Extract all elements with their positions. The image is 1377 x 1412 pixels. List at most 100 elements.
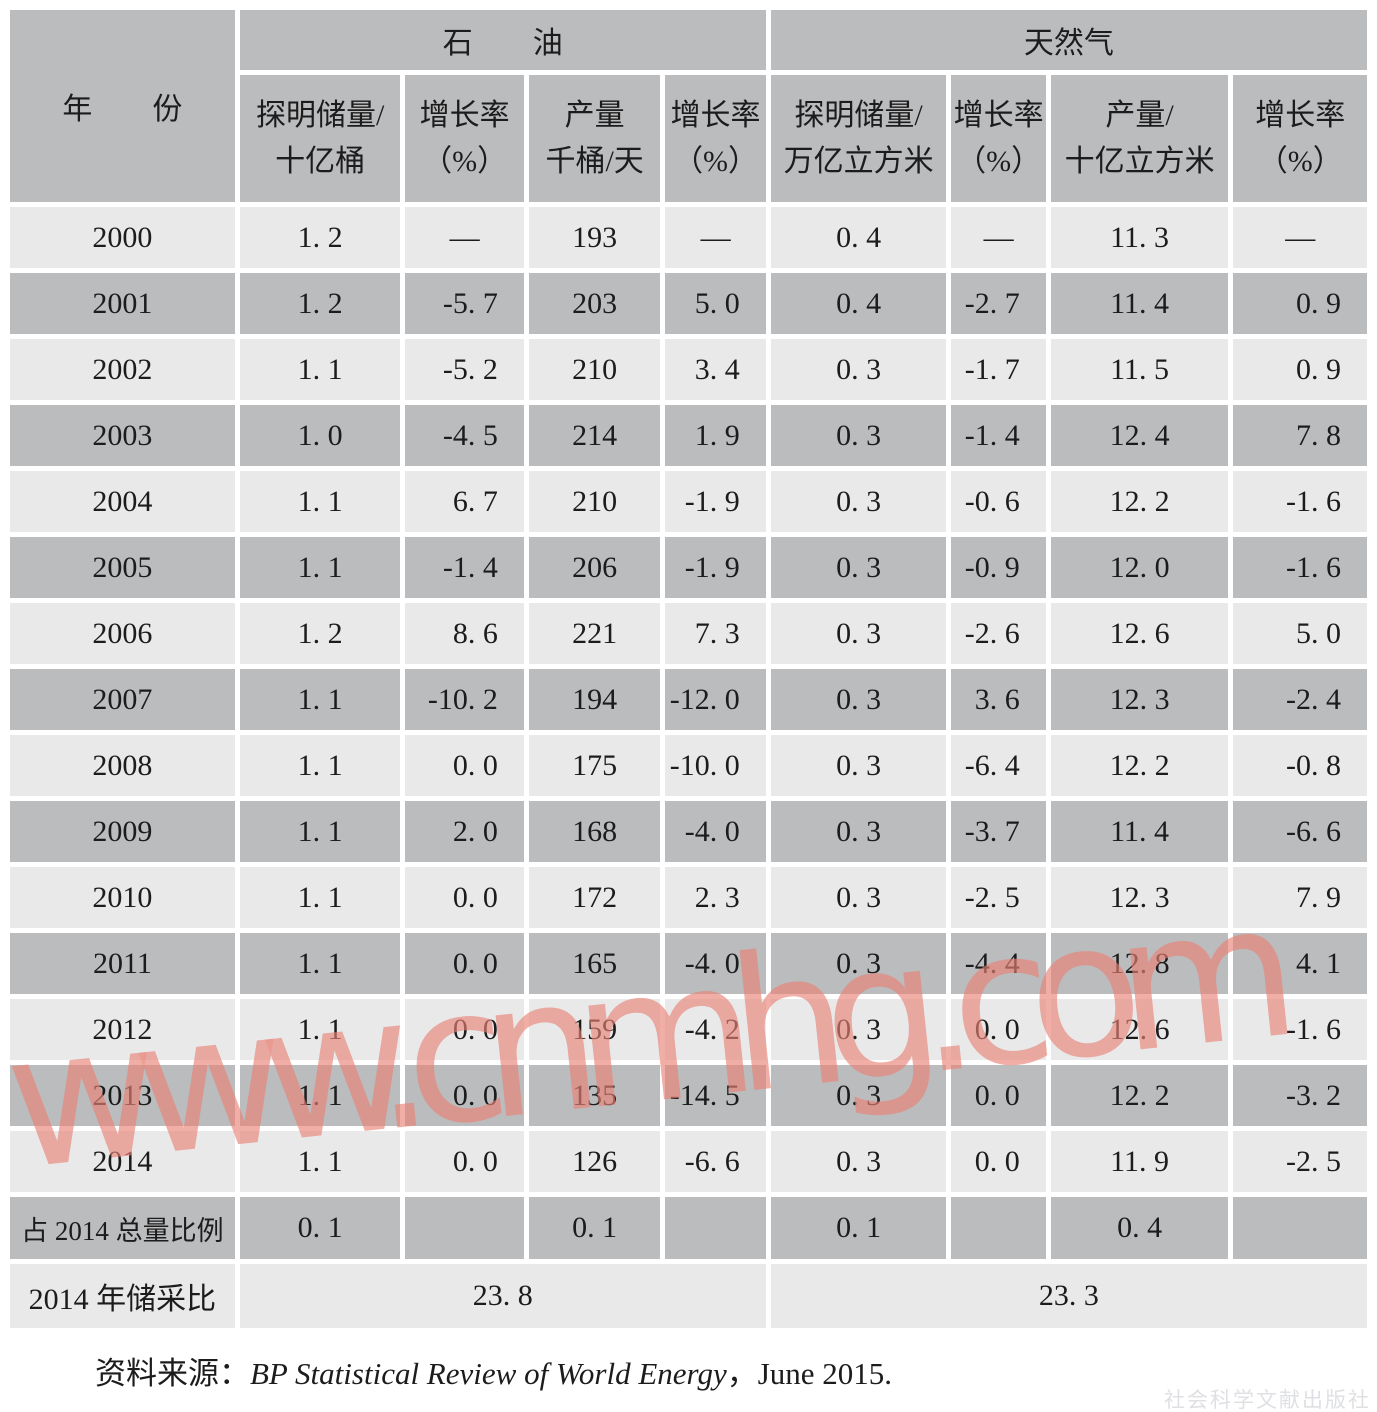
year-cell: 2001 <box>10 273 235 334</box>
table-row: 2006 1. 2 8. 6 221 7. 3 0. 3 -2. 6 12. 6 5. 0 <box>10 603 1367 664</box>
share-value-cell: 0. 1 <box>528 1197 661 1259</box>
data-cell: 193 <box>528 207 661 268</box>
table-header: 年 份 石 油 天然气 探明储量/十亿桶 增长率 （%） 产量 千桶/天 增长率 （%） 探明… <box>10 10 1367 202</box>
data-cell: 11. 9 <box>1050 1131 1229 1192</box>
data-cell: 0. 0 <box>405 735 524 796</box>
data-cell: 0. 0 <box>405 933 524 994</box>
data-cell: -1. 6 <box>1233 999 1367 1060</box>
data-cell: -0. 6 <box>951 471 1046 532</box>
data-cell: -2. 5 <box>1233 1131 1367 1192</box>
data-cell: 1. 2 <box>239 603 401 664</box>
data-cell: -6. 6 <box>665 1131 766 1192</box>
header-line: 增长率 <box>953 98 1044 132</box>
header-line: （%） <box>956 144 1042 178</box>
sub-column-header-6: 增长率 （%） <box>951 75 1046 202</box>
ratio-row-label: 2014 年储采比 <box>10 1264 235 1328</box>
data-cell: — <box>405 207 524 268</box>
data-cell: 12. 4 <box>1050 405 1229 466</box>
data-cell: 1. 1 <box>239 801 401 862</box>
data-cell: 194 <box>528 669 661 730</box>
share-value-cell: 0. 1 <box>770 1197 947 1259</box>
year-column-header: 年 份 <box>10 10 235 202</box>
data-cell: 12. 8 <box>1050 933 1229 994</box>
data-cell: 11. 4 <box>1050 801 1229 862</box>
data-cell: -6. 4 <box>951 735 1046 796</box>
data-cell: 11. 3 <box>1050 207 1229 268</box>
table-row: 2003 1. 0 -4. 5 214 1. 9 0. 3 -1. 4 12. 4 7. 8 <box>10 405 1367 466</box>
data-cell: 1. 2 <box>239 207 401 268</box>
year-cell: 2009 <box>10 801 235 862</box>
data-cell: 4. 1 <box>1233 933 1367 994</box>
data-cell: 0. 3 <box>770 1131 947 1192</box>
year-cell: 2010 <box>10 867 235 928</box>
data-cell: -4. 0 <box>665 801 766 862</box>
data-cell: 159 <box>528 999 661 1060</box>
share-value-cell <box>1233 1197 1367 1259</box>
data-cell: -2. 5 <box>951 867 1046 928</box>
year-cell: 2013 <box>10 1065 235 1126</box>
year-cell: 2008 <box>10 735 235 796</box>
table-row: 2000 1. 2—193—0. 4—11. 3— <box>10 207 1367 268</box>
data-cell: 12. 2 <box>1050 735 1229 796</box>
share-value-cell <box>405 1197 524 1259</box>
data-cell: 0. 3 <box>770 867 947 928</box>
data-cell: 0. 0 <box>951 1131 1046 1192</box>
data-cell: 1. 1 <box>239 999 401 1060</box>
data-cell: 5. 0 <box>1233 603 1367 664</box>
year-cell: 2014 <box>10 1131 235 1192</box>
data-cell: -0. 8 <box>1233 735 1367 796</box>
share-value-cell <box>951 1197 1046 1259</box>
table-row: 2002 1. 1 -5. 2 210 3. 4 0. 3 -1. 7 11. 5 0. 9 <box>10 339 1367 400</box>
data-cell: -2. 4 <box>1233 669 1367 730</box>
sub-column-header-7: 产量/十亿立方米 <box>1050 75 1229 202</box>
header-line: 产量 <box>564 98 625 132</box>
data-cell: 12. 6 <box>1050 999 1229 1060</box>
header-line: （%） <box>673 144 759 178</box>
data-cell: 0. 0 <box>951 999 1046 1060</box>
year-cell: 2003 <box>10 405 235 466</box>
data-cell: 210 <box>528 339 661 400</box>
data-cell: 7. 9 <box>1233 867 1367 928</box>
data-cell: 1. 1 <box>239 669 401 730</box>
data-cell: 0. 0 <box>405 999 524 1060</box>
data-cell: 0. 3 <box>770 999 947 1060</box>
data-cell: 210 <box>528 471 661 532</box>
data-cell: 135 <box>528 1065 661 1126</box>
data-cell: 0. 0 <box>951 1065 1046 1126</box>
header-line: 增长率 <box>1255 98 1346 132</box>
data-cell: 0. 3 <box>770 801 947 862</box>
data-cell: 0. 3 <box>770 405 947 466</box>
data-cell: 126 <box>528 1131 661 1192</box>
data-cell: -4. 4 <box>951 933 1046 994</box>
data-cell: 6. 7 <box>405 471 524 532</box>
year-cell: 2007 <box>10 669 235 730</box>
data-cell: 2. 3 <box>665 867 766 928</box>
data-cell: 12. 3 <box>1050 867 1229 928</box>
sub-column-header-1: 探明储量/十亿桶 <box>239 75 401 202</box>
header-line: 十亿立方米 <box>1064 144 1215 178</box>
data-cell: 214 <box>528 405 661 466</box>
data-cell: 0. 3 <box>770 339 947 400</box>
data-cell: -4. 0 <box>665 933 766 994</box>
data-cell: -3. 2 <box>1233 1065 1367 1126</box>
data-cell: 0. 3 <box>770 1065 947 1126</box>
oil-group-header: 石 油 <box>239 10 766 70</box>
sub-column-header-4: 增长率 （%） <box>665 75 766 202</box>
table-row: 2012 1. 1 0. 0 159 -4. 2 0. 3 0. 0 12. 6 -1. 6 <box>10 999 1367 1060</box>
data-cell: -1. 6 <box>1233 537 1367 598</box>
table-row: 2014 1. 1 0. 0 126 -6. 6 0. 3 0. 0 11. 9 -2. 5 <box>10 1131 1367 1192</box>
data-cell: 172 <box>528 867 661 928</box>
data-cell: — <box>951 207 1046 268</box>
source-note: 资料来源：BP Statistical Review of World Ener… <box>95 1348 892 1393</box>
table-row: 2013 1. 1 0. 0 135 -14. 5 0. 3 0. 0 12. 2 -3. 2 <box>10 1065 1367 1126</box>
header-line: （%） <box>1257 144 1343 178</box>
data-cell: -1. 7 <box>951 339 1046 400</box>
table-row: 2011 1. 1 0. 0 165 -4. 0 0. 3 -4. 4 12. 8 4. 1 <box>10 933 1367 994</box>
data-cell: 206 <box>528 537 661 598</box>
header-line: 万亿立方米 <box>783 144 934 178</box>
share-value-cell: 0. 4 <box>1050 1197 1229 1259</box>
data-cell: 175 <box>528 735 661 796</box>
data-cell: 1. 1 <box>239 471 401 532</box>
data-cell: 168 <box>528 801 661 862</box>
table-row: 2005 1. 1 -1. 4 206 -1. 9 0. 3 -0. 9 12. 0 -1. 6 <box>10 537 1367 598</box>
